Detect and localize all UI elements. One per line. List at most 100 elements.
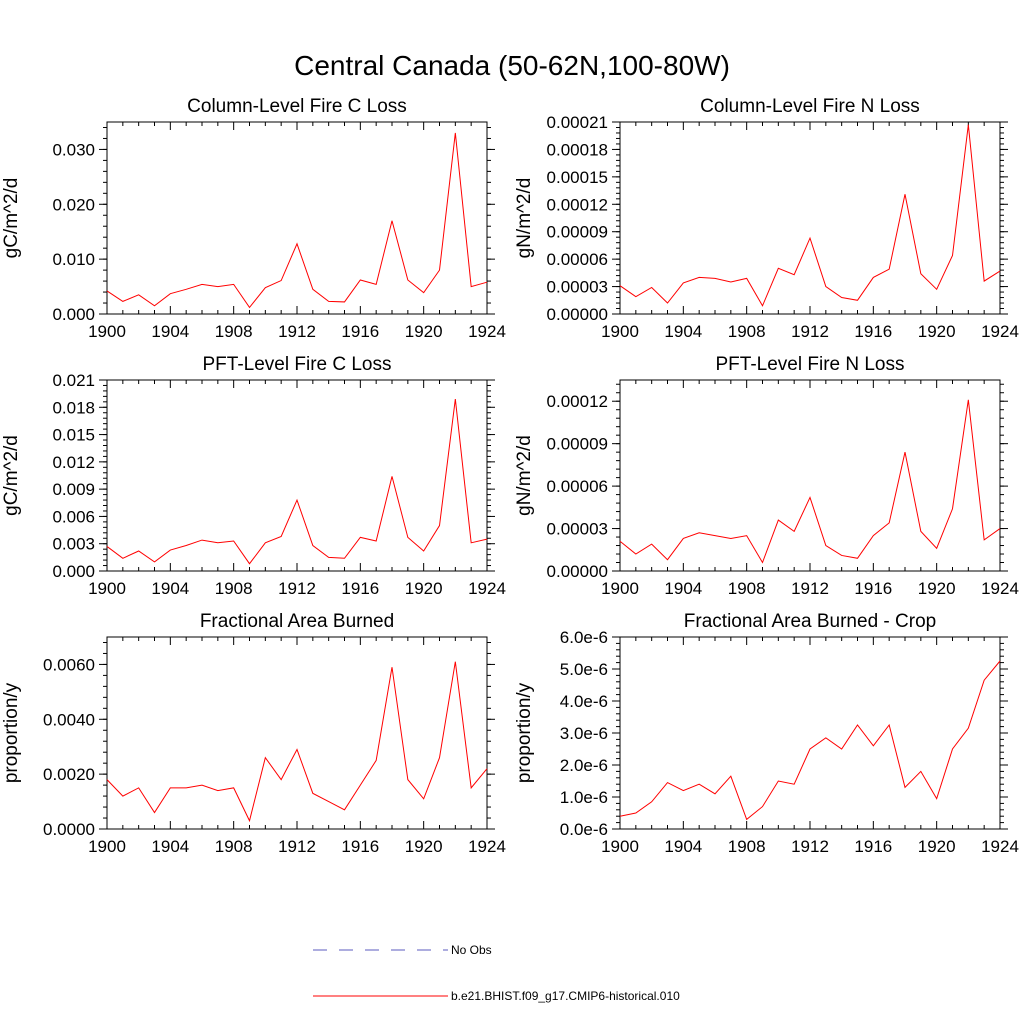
y-tick-label: 6.0e-6 xyxy=(560,628,608,647)
y-tick-label: 0.0e-6 xyxy=(560,820,608,839)
legend-model-label: b.e21.BHIST.f09_g17.CMIP6-historical.010 xyxy=(451,989,680,1003)
legend-no-obs-label: No Obs xyxy=(451,943,492,957)
x-tick-label: 1920 xyxy=(918,837,956,856)
plot-frame xyxy=(619,636,1001,830)
y-tick-label: 0.0040 xyxy=(43,710,95,729)
figure-title: Central Canada (50-62N,100-80W) xyxy=(294,50,730,81)
y-tick-label: 0.00021 xyxy=(547,113,608,132)
y-tick-label: 1.0e-6 xyxy=(560,788,608,807)
x-tick-label: 1912 xyxy=(791,579,829,598)
y-tick-label: 0.018 xyxy=(52,398,95,417)
y-tick-label: 0.00006 xyxy=(547,477,608,496)
plot-frame xyxy=(106,636,488,830)
plot-frame xyxy=(619,379,1001,572)
x-tick-label: 1904 xyxy=(151,322,189,341)
y-tick-label: 5.0e-6 xyxy=(560,660,608,679)
x-tick-label: 1924 xyxy=(981,579,1019,598)
y-tick-label: 0.010 xyxy=(52,250,95,269)
y-tick-label: 0.00015 xyxy=(547,168,608,187)
x-tick-label: 1912 xyxy=(278,322,316,341)
x-tick-label: 1920 xyxy=(918,579,956,598)
x-tick-label: 1904 xyxy=(664,322,702,341)
x-tick-label: 1924 xyxy=(981,322,1019,341)
y-tick-label: 0.00000 xyxy=(547,305,608,324)
x-tick-label: 1908 xyxy=(728,837,766,856)
x-tick-label: 1912 xyxy=(278,837,316,856)
series-line xyxy=(619,399,1001,564)
series-line xyxy=(619,124,1001,307)
y-axis-title: gN/m^2/d xyxy=(514,178,535,259)
x-tick-label: 1904 xyxy=(664,837,702,856)
x-tick-label: 1924 xyxy=(468,322,506,341)
x-tick-label: 1900 xyxy=(601,579,639,598)
panels-group: 1900 1904 1908 1912 1916 1920 1924 0.000 0.010 0.… xyxy=(1,96,1019,856)
x-tick-label: 1916 xyxy=(854,579,892,598)
panel-title: Fractional Area Burned - Crop xyxy=(684,611,936,632)
y-tick-label: 0.009 xyxy=(52,480,95,499)
panel-title: Column-Level Fire C Loss xyxy=(187,96,407,117)
series-line xyxy=(106,132,488,309)
chart-panel-6: 1900 1904 1908 1912 1916 1920 1924 0.0e-6 1.0e-6… xyxy=(514,611,1019,856)
x-tick-label: 1908 xyxy=(215,322,253,341)
y-tick-label: 0.021 xyxy=(52,371,95,390)
panel-title: PFT-Level Fire N Loss xyxy=(716,354,905,375)
y-tick-label: 0.00006 xyxy=(547,250,608,269)
panel-title: Column-Level Fire N Loss xyxy=(700,96,920,117)
chart-panel-4: 1900 1904 1908 1912 1916 1920 1924 0.00000 0.000… xyxy=(514,354,1019,598)
panel-title: Fractional Area Burned xyxy=(200,611,394,632)
y-axis-title: gN/m^2/d xyxy=(514,435,535,516)
y-tick-label: 0.00009 xyxy=(547,223,608,242)
x-tick-label: 1924 xyxy=(468,579,506,598)
x-tick-label: 1916 xyxy=(341,837,379,856)
chart-panel-2: 1900 1904 1908 1912 1916 1920 1924 0.00000 0.000… xyxy=(514,96,1019,341)
y-tick-label: 3.0e-6 xyxy=(560,724,608,743)
y-tick-label: 0.00018 xyxy=(547,140,608,159)
plot-frame xyxy=(106,379,488,572)
series-line xyxy=(106,399,488,565)
x-tick-label: 1912 xyxy=(791,322,829,341)
x-tick-label: 1916 xyxy=(341,322,379,341)
plot-frame xyxy=(619,121,1001,315)
x-tick-label: 1904 xyxy=(151,579,189,598)
y-tick-label: 0.00012 xyxy=(547,392,608,411)
x-tick-label: 1900 xyxy=(88,837,126,856)
y-tick-label: 0.0060 xyxy=(43,655,95,674)
y-tick-label: 2.0e-6 xyxy=(560,756,608,775)
y-tick-label: 4.0e-6 xyxy=(560,692,608,711)
x-tick-label: 1916 xyxy=(341,579,379,598)
x-tick-label: 1900 xyxy=(88,579,126,598)
x-tick-label: 1916 xyxy=(854,837,892,856)
y-axis-title: gC/m^2/d xyxy=(1,435,22,516)
y-tick-label: 0.0020 xyxy=(43,765,95,784)
chart-panel-1: 1900 1904 1908 1912 1916 1920 1924 0.000 0.010 0.… xyxy=(1,96,506,341)
x-tick-label: 1908 xyxy=(215,579,253,598)
y-tick-label: 0.015 xyxy=(52,426,95,445)
y-tick-label: 0.006 xyxy=(52,507,95,526)
x-tick-label: 1900 xyxy=(601,322,639,341)
y-axis-title: gC/m^2/d xyxy=(1,178,22,259)
panel-title: PFT-Level Fire C Loss xyxy=(203,354,392,375)
y-tick-label: 0.000 xyxy=(52,562,95,581)
x-tick-label: 1916 xyxy=(854,322,892,341)
x-tick-label: 1908 xyxy=(215,837,253,856)
x-tick-label: 1912 xyxy=(278,579,316,598)
y-tick-label: 0.0000 xyxy=(43,820,95,839)
x-tick-label: 1920 xyxy=(405,837,443,856)
y-tick-label: 0.00009 xyxy=(547,435,608,454)
y-tick-label: 0.00003 xyxy=(547,520,608,539)
x-tick-label: 1900 xyxy=(88,322,126,341)
chart-panel-3: 1900 1904 1908 1912 1916 1920 1924 0.000 0.003 0.… xyxy=(1,354,506,598)
y-tick-label: 0.012 xyxy=(52,453,95,472)
x-tick-label: 1904 xyxy=(151,837,189,856)
y-tick-label: 0.000 xyxy=(52,305,95,324)
y-axis-title: proportion/y xyxy=(514,682,535,783)
plot-frame xyxy=(106,121,488,315)
y-axis-title: proportion/y xyxy=(1,682,22,783)
legend: No Obs b.e21.BHIST.f09_g17.CMIP6-histori… xyxy=(313,943,680,1003)
x-tick-label: 1920 xyxy=(918,322,956,341)
y-tick-label: 0.00000 xyxy=(547,562,608,581)
x-tick-label: 1912 xyxy=(791,837,829,856)
x-tick-label: 1900 xyxy=(601,837,639,856)
x-tick-label: 1908 xyxy=(728,579,766,598)
